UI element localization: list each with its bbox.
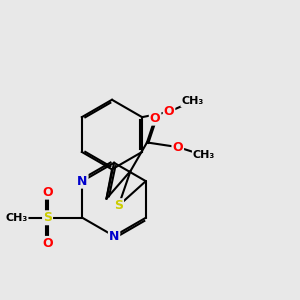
Text: CH₃: CH₃ xyxy=(5,213,28,223)
Text: O: O xyxy=(42,186,53,199)
Text: CH₃: CH₃ xyxy=(193,150,215,161)
Text: N: N xyxy=(77,175,88,188)
Text: S: S xyxy=(114,199,123,212)
Text: CH₃: CH₃ xyxy=(181,96,204,106)
Text: S: S xyxy=(43,211,52,224)
Text: N: N xyxy=(109,230,119,243)
Text: O: O xyxy=(164,105,174,118)
Text: O: O xyxy=(42,237,53,250)
Text: O: O xyxy=(172,141,183,154)
Text: O: O xyxy=(150,112,160,124)
